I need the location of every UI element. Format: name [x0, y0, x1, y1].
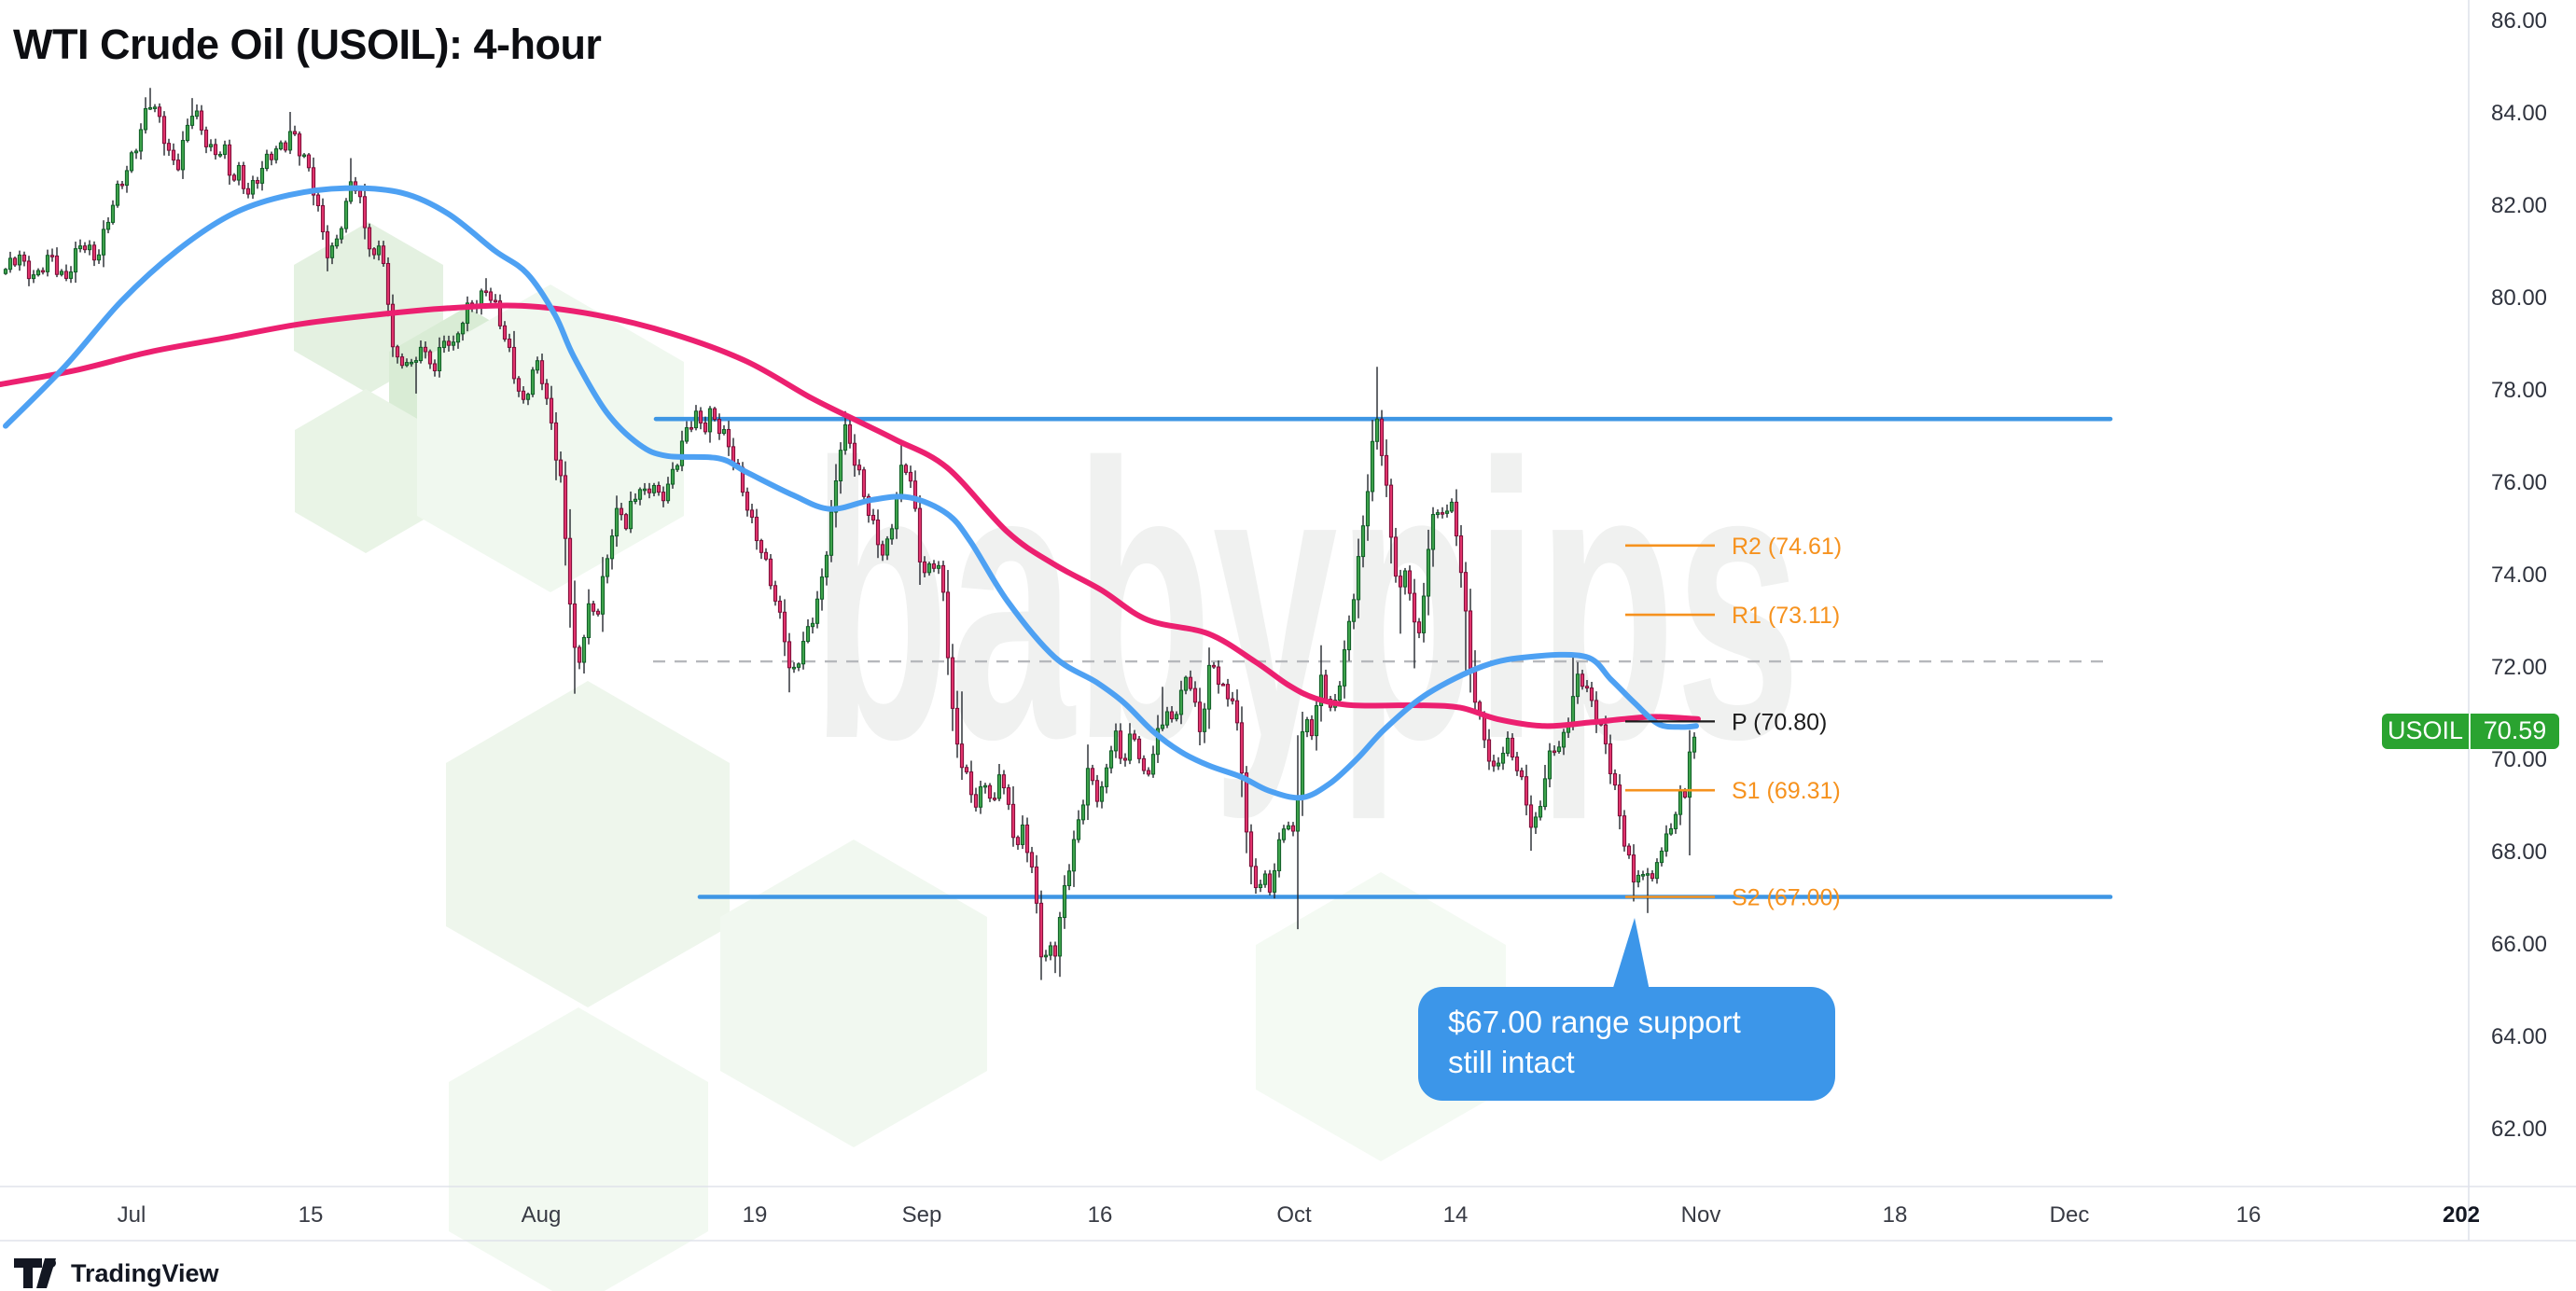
y-tick-label: 84.00: [2491, 101, 2547, 126]
y-tick-label: 80.00: [2491, 285, 2547, 311]
tag-divider: [2469, 713, 2471, 749]
last-price-value: 70.59: [2483, 716, 2547, 745]
y-tick-label: 62.00: [2491, 1117, 2547, 1142]
pivot-label: R2 (74.61): [1732, 534, 1842, 560]
y-tick-label: 74.00: [2491, 562, 2547, 588]
callout-line1: $67.00 range support: [1448, 1005, 1741, 1039]
x-tick-label: 16: [1088, 1202, 1113, 1228]
x-tick-label: Sep: [902, 1202, 942, 1228]
x-tick-label: 14: [1443, 1202, 1469, 1228]
watermark-text: babypips: [812, 383, 1801, 823]
x-tick-label: 19: [743, 1202, 768, 1228]
y-tick-label: 66.00: [2491, 932, 2547, 957]
pivot-label: R1 (73.11): [1732, 603, 1840, 629]
x-tick-label: Jul: [118, 1202, 146, 1228]
page-title: WTI Crude Oil (USOIL): 4-hour: [13, 21, 602, 68]
support-callout[interactable]: $67.00 range support still intact: [1418, 987, 1835, 1101]
x-tick-label: 16: [2236, 1202, 2262, 1228]
y-tick-label: 78.00: [2491, 378, 2547, 403]
x-tick-label: 18: [1883, 1202, 1908, 1228]
callout-line2: still intact: [1448, 1045, 1575, 1079]
callout-pointer: [1612, 918, 1650, 991]
x-tick-label: Oct: [1276, 1202, 1312, 1228]
x-tick-label: 202: [2443, 1202, 2480, 1228]
y-tick-label: 68.00: [2491, 840, 2547, 865]
price-axis[interactable]: [2469, 0, 2576, 1187]
y-tick-label: 86.00: [2491, 8, 2547, 34]
pivot-label: P (70.80): [1732, 709, 1827, 735]
x-tick-label: Nov: [1681, 1202, 1721, 1228]
babypips-watermark: [294, 222, 1506, 1291]
x-tick-label: 15: [299, 1202, 324, 1228]
tradingview-logo-icon[interactable]: [13, 1257, 62, 1289]
footer: TradingView: [13, 1256, 219, 1291]
y-tick-label: 70.00: [2491, 747, 2547, 772]
y-tick-label: 64.00: [2491, 1024, 2547, 1049]
x-tick-label: Dec: [2050, 1202, 2090, 1228]
candles-layer: [3, 88, 1697, 980]
y-tick-label: 82.00: [2491, 193, 2547, 218]
symbol-label: USOIL: [2387, 716, 2464, 745]
y-tick-label: 76.00: [2491, 470, 2547, 495]
ma-slow-pink: [0, 302, 1701, 729]
pivot-levels: [1625, 544, 1715, 898]
ma-fast-blue: [3, 185, 1699, 801]
last-price-tag: USOIL 70.59: [2382, 713, 2559, 749]
x-tick-label: Aug: [522, 1202, 562, 1228]
pivot-label: S1 (69.31): [1732, 778, 1841, 804]
time-axis[interactable]: [0, 1187, 2576, 1241]
axes: [0, 0, 2576, 1242]
pivot-label: S2 (67.00): [1732, 885, 1841, 911]
y-tick-label: 72.00: [2491, 655, 2547, 680]
tradingview-brand[interactable]: TradingView: [71, 1258, 219, 1287]
